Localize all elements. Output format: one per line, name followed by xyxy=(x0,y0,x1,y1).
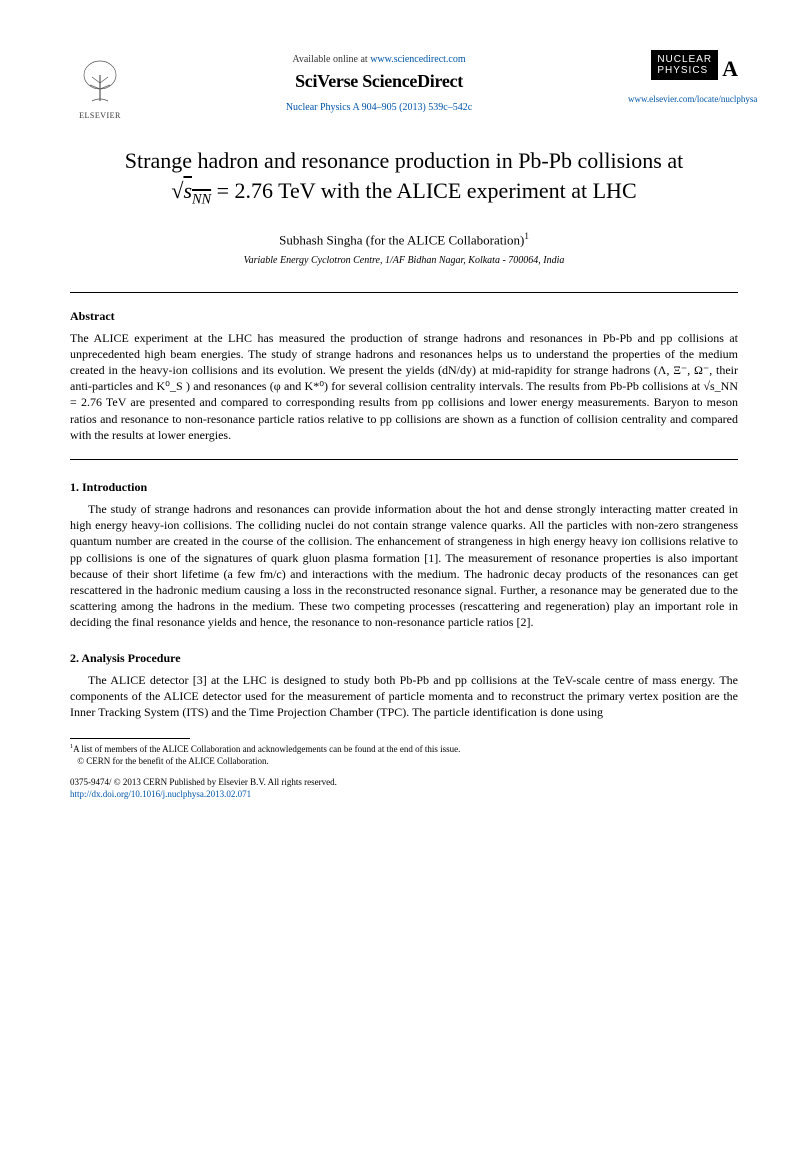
footer-doi-link[interactable]: http://dx.doi.org/10.1016/j.nuclphysa.20… xyxy=(70,789,251,799)
journal-reference: Nuclear Physics A 904–905 (2013) 539c–54… xyxy=(130,102,628,113)
elsevier-logo: ELSEVIER xyxy=(70,50,130,120)
nuclear-line2: PHYSICS xyxy=(657,65,708,76)
footnote-1-text: A list of members of the ALICE Collabora… xyxy=(73,744,460,754)
elsevier-label: ELSEVIER xyxy=(79,111,121,120)
section-1-body: The study of strange hadrons and resonan… xyxy=(70,501,738,631)
footnote-rule xyxy=(70,738,190,739)
nuclear-letter-a: A xyxy=(722,56,738,82)
locate-url[interactable]: www.elsevier.com/locate/nuclphysa xyxy=(628,94,738,104)
author-footnote-marker: 1 xyxy=(524,231,529,241)
author-affiliation: Variable Energy Cyclotron Centre, 1/AF B… xyxy=(70,255,738,266)
abstract-heading: Abstract xyxy=(70,309,738,324)
journal-badge: NUCLEAR PHYSICS A www.elsevier.com/locat… xyxy=(628,50,738,104)
section-1-heading: 1. Introduction xyxy=(70,480,738,495)
header-row: ELSEVIER Available online at www.science… xyxy=(70,50,738,120)
sqrt-symbol: √sNN xyxy=(171,178,211,203)
author-line: Subhash Singha (for the ALICE Collaborat… xyxy=(70,231,738,248)
header-center: Available online at www.sciencedirect.co… xyxy=(130,50,628,113)
author-name: Subhash Singha (for the ALICE Collaborat… xyxy=(279,233,524,248)
section-2-body: The ALICE detector [3] at the LHC is des… xyxy=(70,672,738,721)
available-online-line: Available online at www.sciencedirect.co… xyxy=(130,54,628,65)
sciencedirect-url[interactable]: www.sciencedirect.com xyxy=(370,54,465,65)
elsevier-tree-icon xyxy=(76,57,124,109)
title-line1: Strange hadron and resonance production … xyxy=(125,148,683,173)
footnote-1: 1A list of members of the ALICE Collabor… xyxy=(79,743,738,756)
rule-top xyxy=(70,292,738,293)
page-container: ELSEVIER Available online at www.science… xyxy=(0,0,808,841)
footer-issn-line: 0375-9474/ © 2013 CERN Published by Else… xyxy=(70,777,738,789)
title-line2-rest: = 2.76 TeV with the ALICE experiment at … xyxy=(211,178,637,203)
footer-block: 0375-9474/ © 2013 CERN Published by Else… xyxy=(70,777,738,800)
rule-bottom xyxy=(70,459,738,460)
nuclear-line1: NUCLEAR xyxy=(657,54,712,65)
available-prefix: Available online at xyxy=(292,54,370,65)
abstract-body: The ALICE experiment at the LHC has meas… xyxy=(70,330,738,443)
article-title: Strange hadron and resonance production … xyxy=(70,146,738,209)
footnote-copyright: © CERN for the benefit of the ALICE Coll… xyxy=(77,756,738,768)
section-2-heading: 2. Analysis Procedure xyxy=(70,651,738,666)
sciverse-brand: SciVerse ScienceDirect xyxy=(130,71,628,92)
nuclear-physics-box: NUCLEAR PHYSICS xyxy=(651,50,718,80)
